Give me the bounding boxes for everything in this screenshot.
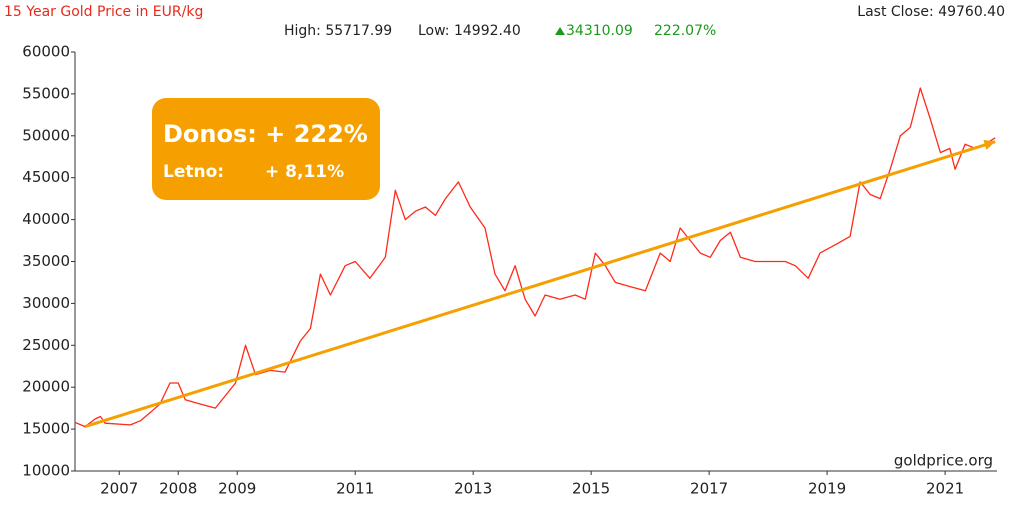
watermark: goldprice.org [894, 452, 993, 470]
stat-change: 34310.09 [566, 23, 633, 39]
x-tick-label: 2007 [100, 480, 138, 498]
trend-arrowhead [983, 139, 996, 150]
y-tick-label: 20000 [22, 378, 70, 396]
annotation-headline: Donos: + 222% [163, 120, 368, 148]
x-tick-label: 2015 [572, 480, 610, 498]
x-tick-label: 2009 [218, 480, 256, 498]
y-tick-label: 60000 [22, 43, 70, 61]
y-tick-label: 40000 [22, 210, 70, 228]
stat-high: High: 55717.99 [284, 23, 392, 39]
annotation-yearly-value: + 8,11% [265, 162, 344, 182]
price-line [74, 87, 996, 428]
last-close: Last Close: 49760.40 [857, 4, 1005, 20]
y-tick-label: 35000 [22, 252, 70, 270]
x-tick-label: 2008 [159, 480, 197, 498]
x-tick-label: 2021 [926, 480, 964, 498]
stat-low: Low: 14992.40 [418, 23, 521, 39]
x-tick-label: 2017 [690, 480, 728, 498]
stat-change-pct: 222.07% [654, 23, 716, 39]
annotation-yearly-label: Letno: [163, 162, 224, 182]
y-tick-label: 55000 [22, 84, 70, 102]
x-tick-label: 2019 [808, 480, 846, 498]
y-tick-label: 50000 [22, 126, 70, 144]
trend-line [84, 140, 996, 429]
y-tick-label: 30000 [22, 294, 70, 312]
y-tick-label: 15000 [22, 420, 70, 438]
y-tick-label: 25000 [22, 336, 70, 354]
y-tick-label: 10000 [22, 462, 70, 480]
x-tick-label: 2011 [336, 480, 374, 498]
x-tick-label: 2013 [454, 480, 492, 498]
y-tick-label: 45000 [22, 168, 70, 186]
up-arrow [555, 27, 565, 35]
chart-title: 15 Year Gold Price in EUR/kg [4, 4, 203, 20]
annotation-box [152, 98, 380, 200]
